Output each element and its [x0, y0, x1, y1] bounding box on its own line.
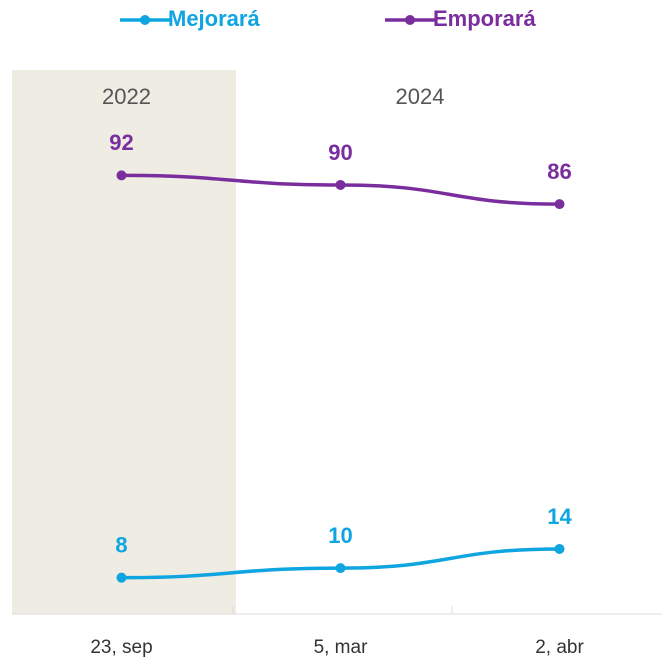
point: [116, 572, 127, 583]
period-shade: [12, 70, 236, 614]
x-tick-label: 2, abr: [535, 637, 584, 658]
point: [554, 543, 565, 554]
x-tick-label: 5, mar: [314, 637, 369, 658]
period-label: 2024: [396, 84, 445, 109]
data-label: 14: [547, 504, 572, 529]
data-label: 86: [547, 159, 571, 184]
point: [554, 199, 565, 210]
legend-dot: [140, 15, 150, 25]
point: [116, 170, 127, 181]
data-label: 10: [328, 523, 352, 548]
data-label: 90: [328, 140, 352, 165]
point: [335, 563, 346, 574]
period-label: 2022: [102, 84, 151, 109]
point: [335, 179, 346, 190]
legend-label: Emporará: [433, 6, 536, 31]
x-tick-label: 23, sep: [90, 637, 152, 658]
legend-label: Mejorará: [168, 6, 260, 31]
legend-dot: [405, 15, 415, 25]
data-label: 8: [115, 532, 127, 557]
data-label: 92: [109, 130, 133, 155]
